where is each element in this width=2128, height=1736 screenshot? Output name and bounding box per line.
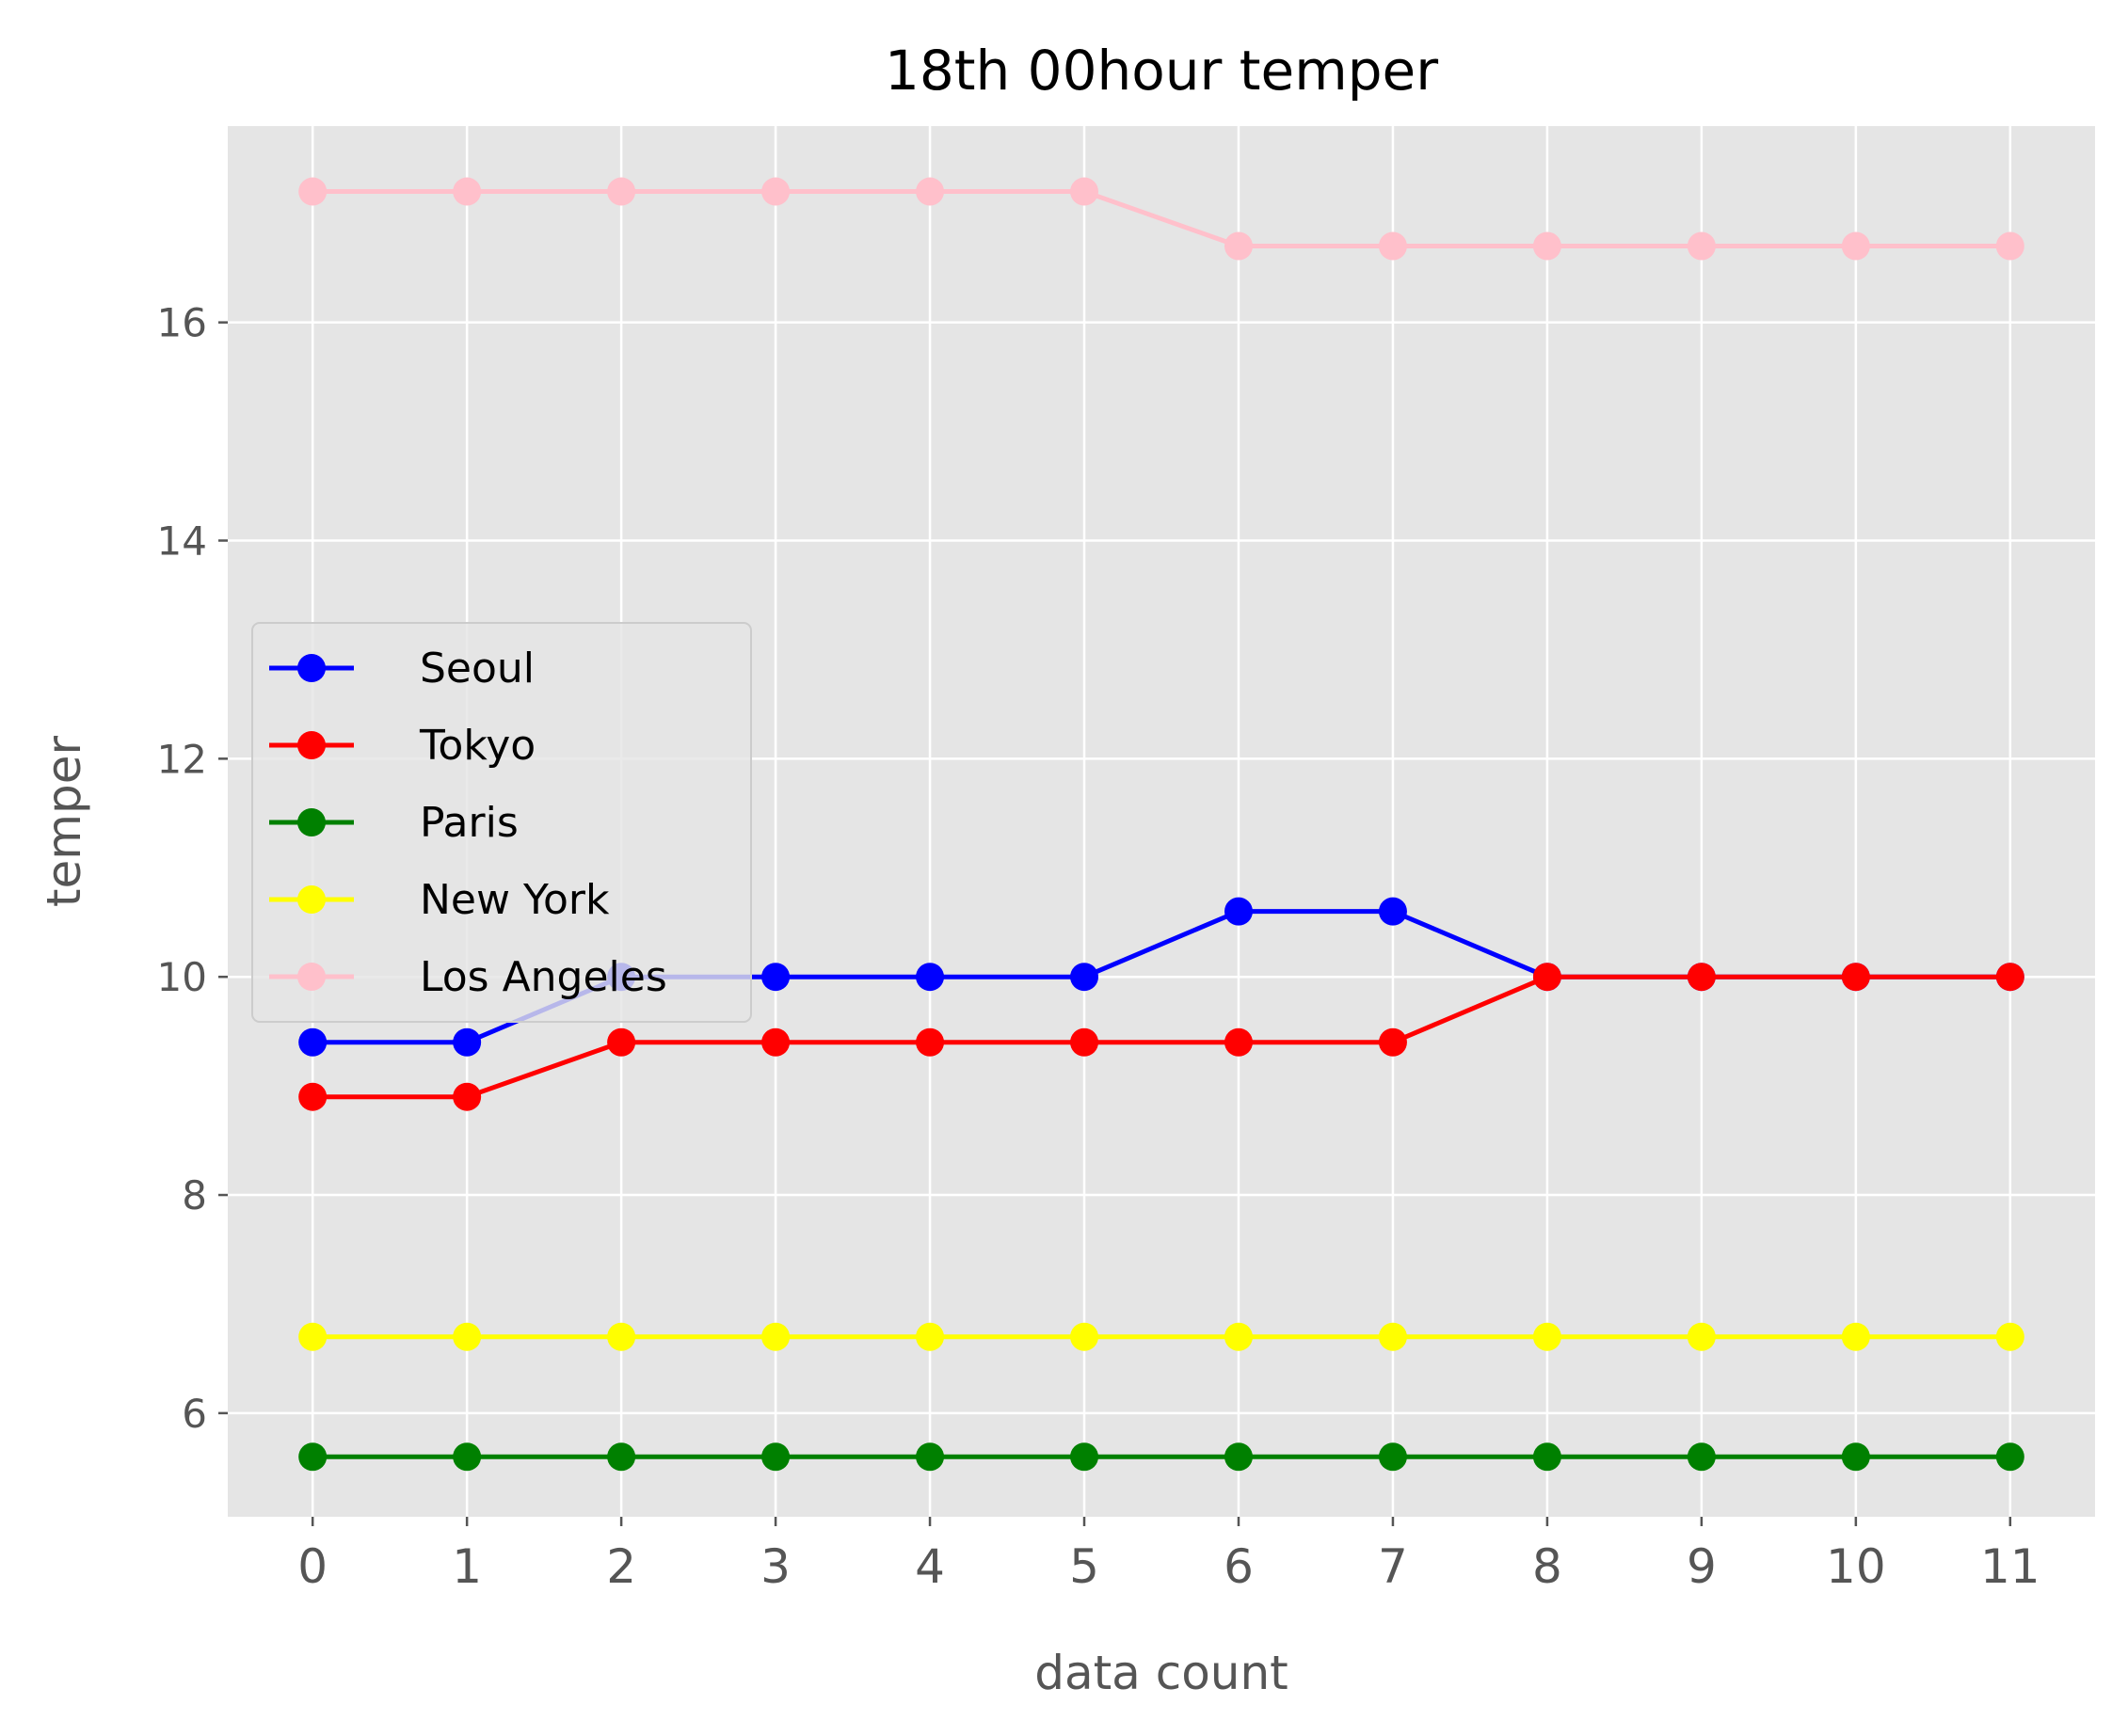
x-tick-label: 7 [1378, 1539, 1408, 1594]
data-point-los-angeles [1532, 231, 1561, 261]
y-tick-label: 12 [157, 736, 207, 782]
data-point-los-angeles [1995, 231, 2024, 261]
y-axis-label: temper [37, 735, 91, 907]
data-point-tokyo [1378, 1027, 1407, 1057]
data-point-los-angeles [1070, 177, 1099, 206]
data-point-tokyo [1841, 963, 1870, 992]
data-point-paris [607, 1442, 636, 1472]
legend-marker-tokyo [297, 731, 326, 759]
legend: Seoul Tokyo Paris New York Los Angeles [251, 622, 752, 1023]
series-line-tokyo [312, 974, 2010, 1100]
data-point-new-york [761, 1322, 791, 1351]
data-point-paris [1532, 1442, 1561, 1472]
legend-marker-los-angeles [297, 963, 326, 991]
data-point-tokyo [761, 1027, 791, 1057]
data-point-new-york [607, 1322, 636, 1351]
data-point-tokyo [1532, 963, 1561, 992]
data-point-seoul [916, 963, 945, 992]
series-layer [298, 177, 2024, 1472]
data-point-paris [1378, 1442, 1407, 1472]
data-point-paris [453, 1442, 482, 1472]
legend-label-seoul: Seoul [420, 645, 535, 693]
x-tick-label: 11 [1980, 1539, 2040, 1594]
data-point-los-angeles [607, 177, 636, 206]
data-point-new-york [453, 1322, 482, 1351]
data-point-new-york [1224, 1322, 1253, 1351]
data-point-seoul [1070, 963, 1099, 992]
data-point-new-york [1070, 1322, 1099, 1351]
data-point-seoul [1224, 897, 1253, 926]
data-point-tokyo [607, 1027, 636, 1057]
data-point-tokyo [1224, 1027, 1253, 1057]
data-point-tokyo [1687, 963, 1716, 992]
data-point-los-angeles [916, 177, 945, 206]
x-tick-label: 6 [1224, 1539, 1254, 1594]
legend-label-paris: Paris [420, 799, 519, 847]
x-tick-label: 8 [1532, 1539, 1562, 1594]
grid [228, 126, 2095, 1517]
x-tick-label: 2 [606, 1539, 636, 1594]
x-axis-label: data count [1034, 1646, 1288, 1700]
data-point-new-york [1995, 1322, 2024, 1351]
data-point-new-york [1532, 1322, 1561, 1351]
data-point-tokyo [1070, 1027, 1099, 1057]
data-point-paris [1995, 1442, 2024, 1472]
legend-marker-seoul [297, 654, 326, 682]
data-point-paris [298, 1442, 328, 1472]
data-point-paris [916, 1442, 945, 1472]
data-point-new-york [298, 1322, 328, 1351]
x-tick-label: 9 [1687, 1539, 1717, 1594]
legend-label-new-york: New York [420, 876, 610, 924]
y-tick-label: 6 [182, 1391, 207, 1437]
y-tick-label: 10 [157, 954, 207, 1000]
data-point-seoul [298, 1027, 328, 1057]
data-point-paris [1070, 1442, 1099, 1472]
x-tick-label: 0 [297, 1539, 328, 1594]
data-point-seoul [761, 963, 791, 992]
legend-label-tokyo: Tokyo [419, 722, 536, 770]
data-point-los-angeles [1687, 231, 1716, 261]
data-point-paris [1687, 1442, 1716, 1472]
data-point-tokyo [1995, 963, 2024, 992]
legend-box [251, 622, 752, 1023]
data-point-tokyo [453, 1082, 482, 1111]
series-line-los-angeles [312, 189, 2010, 249]
data-point-los-angeles [1378, 231, 1407, 261]
data-point-paris [1224, 1442, 1253, 1472]
data-point-los-angeles [1841, 231, 1870, 261]
data-point-seoul [453, 1027, 482, 1057]
data-point-los-angeles [1224, 231, 1253, 261]
x-tick-label: 3 [760, 1539, 791, 1594]
data-point-new-york [916, 1322, 945, 1351]
y-tick-label: 14 [157, 518, 207, 565]
chart-title: 18th 00hour temper [885, 39, 1438, 103]
y-tick-label: 16 [157, 300, 207, 346]
legend-marker-new-york [297, 885, 326, 914]
legend-label-los-angeles: Los Angeles [420, 953, 667, 1001]
legend-marker-paris [297, 808, 326, 836]
data-point-new-york [1687, 1322, 1716, 1351]
data-point-los-angeles [761, 177, 791, 206]
data-point-tokyo [916, 1027, 945, 1057]
x-tick-label: 1 [452, 1539, 482, 1594]
data-point-tokyo [298, 1082, 328, 1111]
x-tick-label: 5 [1069, 1539, 1099, 1594]
data-point-seoul [1378, 897, 1407, 926]
data-point-new-york [1378, 1322, 1407, 1351]
data-point-los-angeles [298, 177, 328, 206]
x-tick-label: 10 [1826, 1539, 1886, 1594]
data-point-paris [1841, 1442, 1870, 1472]
y-tick-label: 8 [182, 1172, 207, 1218]
data-point-new-york [1841, 1322, 1870, 1351]
data-point-paris [761, 1442, 791, 1472]
x-tick-label: 4 [915, 1539, 945, 1594]
data-point-los-angeles [453, 177, 482, 206]
